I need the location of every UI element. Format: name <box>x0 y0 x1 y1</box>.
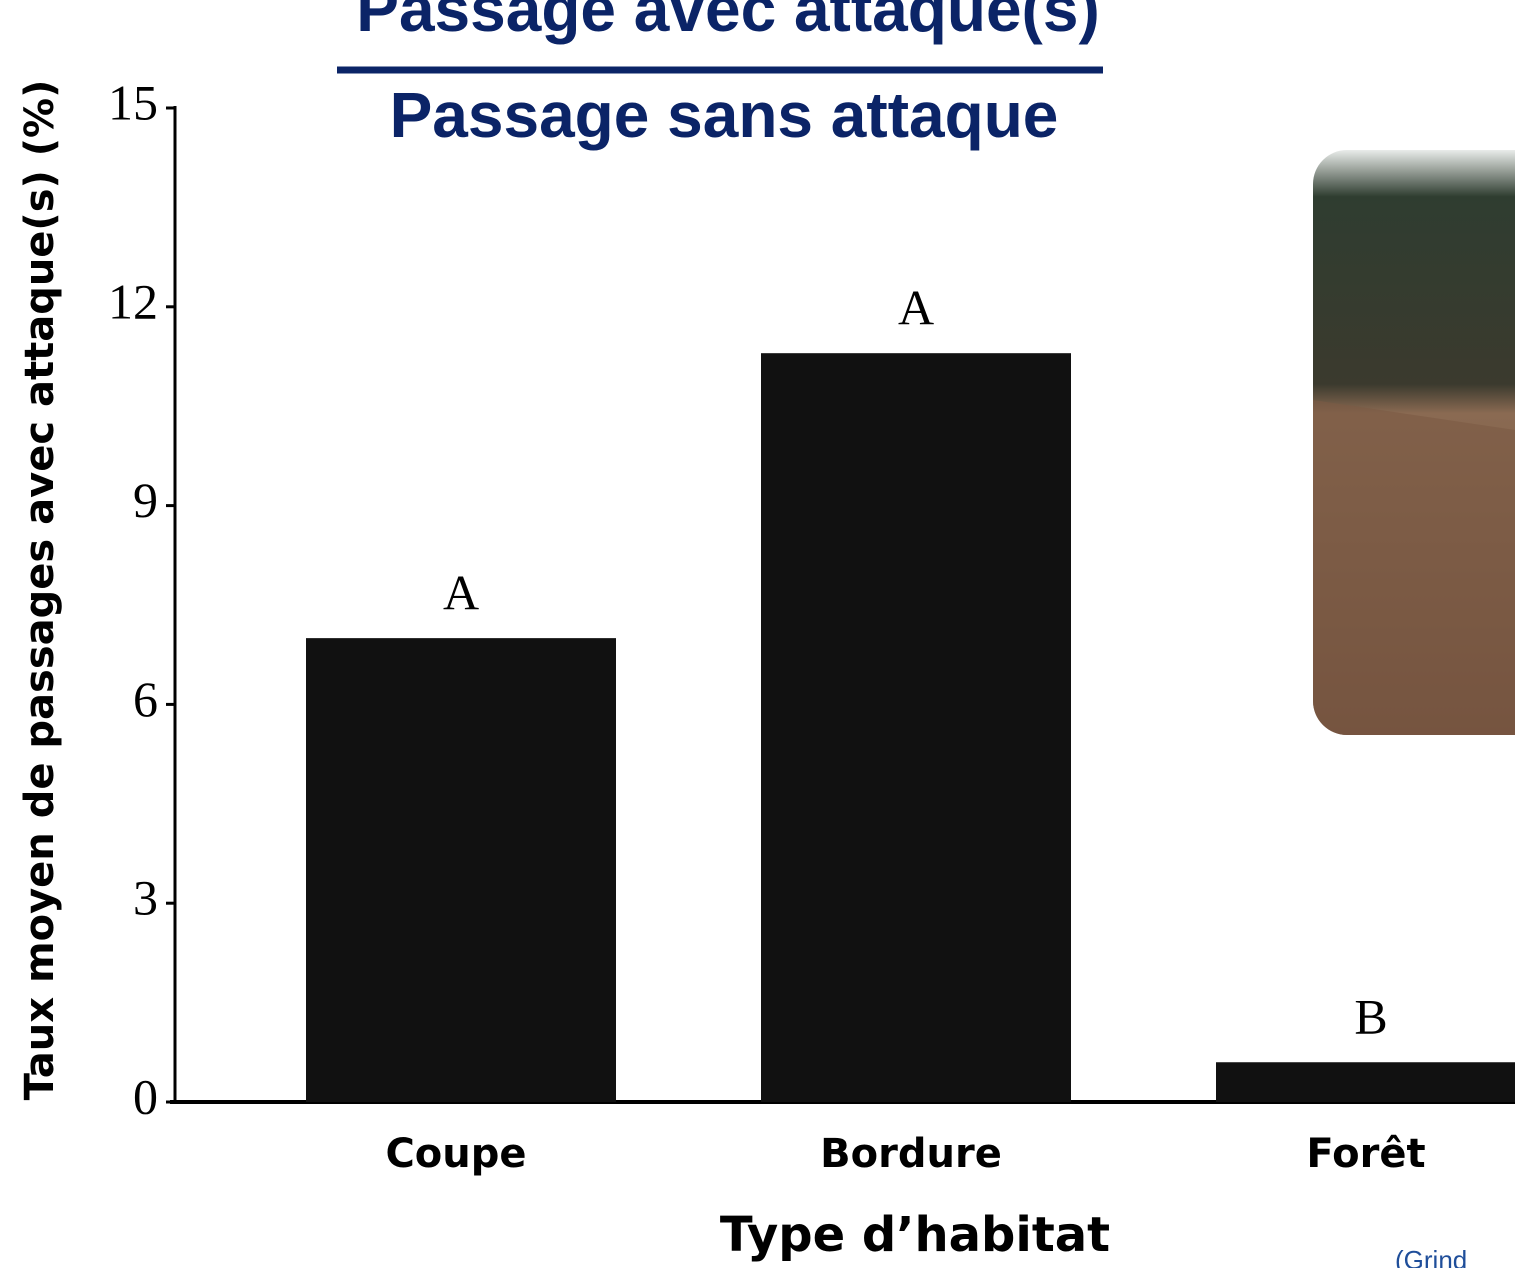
x-axis-title: Type d’habitat <box>720 1207 1110 1263</box>
y-tick-label: 3 <box>133 870 158 926</box>
x-tick-label: Coupe <box>385 1131 526 1177</box>
chart-subtitle: Passage sans attaque <box>390 79 1059 151</box>
y-tick-label: 9 <box>133 472 158 528</box>
bar <box>306 638 616 1102</box>
y-tick-label: 12 <box>108 273 158 329</box>
significance-letter: B <box>1354 989 1387 1045</box>
y-tick-label: 15 <box>108 74 158 130</box>
y-tick-label: 6 <box>133 671 158 727</box>
source: (Grind <box>1395 1245 1467 1268</box>
chart: Passage avec attaque(s) Passage sans att… <box>0 0 1515 1268</box>
bar <box>1216 1062 1515 1102</box>
chart-title: Passage avec attaque(s) <box>356 0 1100 45</box>
significance-letter: A <box>443 565 479 621</box>
y-tick-label: 0 <box>133 1068 158 1124</box>
x-tick-label: Forêt <box>1306 1131 1425 1177</box>
y-axis-title: Taux moyen de passages avec attaque(s) (… <box>17 80 63 1101</box>
x-tick-label: Bordure <box>820 1131 1002 1177</box>
significance-letter: A <box>898 280 934 336</box>
bar <box>761 353 1071 1102</box>
photo <box>1313 150 1515 735</box>
